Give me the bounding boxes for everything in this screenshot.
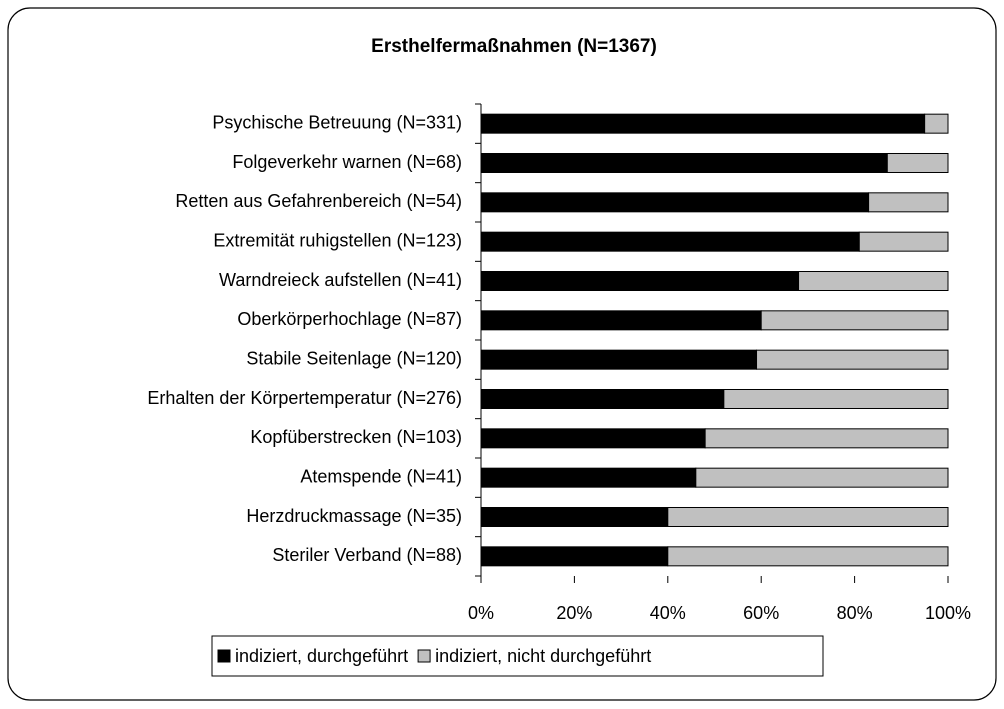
y-tick-label: Kopfüberstrecken (N=103) bbox=[250, 427, 462, 447]
bar-segment bbox=[723, 389, 949, 409]
legend-label: indiziert, durchgeführt bbox=[235, 646, 408, 666]
y-tick-label: Retten aus Gefahrenbereich (N=54) bbox=[175, 191, 462, 211]
bar-segment bbox=[798, 271, 949, 291]
bar-segment bbox=[886, 153, 949, 173]
bar-segment bbox=[924, 113, 949, 134]
bar-segment bbox=[760, 310, 949, 331]
bar-segment bbox=[704, 428, 949, 449]
bar-segment bbox=[480, 546, 669, 567]
bar-segment bbox=[480, 231, 860, 252]
bar-segment bbox=[480, 389, 725, 409]
bar-segment bbox=[858, 231, 949, 252]
y-tick-label: Oberkörperhochlage (N=87) bbox=[237, 309, 462, 329]
y-tick-label: Extremität ruhigstellen (N=123) bbox=[213, 230, 462, 250]
chart-title: Ersthelfermaßnahmen (N=1367) bbox=[371, 36, 657, 57]
bar-segment bbox=[480, 467, 697, 488]
bar-segment bbox=[480, 349, 758, 370]
x-tick-label: 0% bbox=[468, 603, 494, 623]
bar-segment bbox=[480, 428, 706, 449]
x-tick-label: 80% bbox=[837, 603, 873, 623]
x-tick-label: 60% bbox=[743, 603, 779, 623]
y-tick-label: Psychische Betreuung (N=331) bbox=[212, 112, 462, 132]
y-tick-label: Warndreieck aufstellen (N=41) bbox=[219, 270, 462, 290]
x-tick-label: 40% bbox=[650, 603, 686, 623]
y-tick-label: Folgeverkehr warnen (N=68) bbox=[232, 152, 462, 172]
bar-segment bbox=[756, 349, 949, 370]
bar-segment bbox=[480, 113, 926, 134]
bar-segment bbox=[480, 192, 870, 213]
bar-segment bbox=[480, 153, 888, 173]
y-tick-label: Steriler Verband (N=88) bbox=[272, 545, 462, 565]
bar-segment bbox=[667, 546, 949, 567]
legend-swatch bbox=[417, 649, 431, 663]
y-tick-label: Erhalten der Körpertemperatur (N=276) bbox=[147, 388, 462, 408]
x-tick-label: 20% bbox=[556, 603, 592, 623]
bar-segment bbox=[695, 467, 949, 488]
bar-segment bbox=[667, 507, 949, 527]
bar-segment bbox=[480, 271, 800, 291]
legend-box bbox=[211, 635, 824, 677]
bar-segment bbox=[868, 192, 949, 213]
legend-label: indiziert, nicht durchgeführt bbox=[435, 646, 651, 666]
x-tick-label: 100% bbox=[925, 603, 971, 623]
y-tick-label: Herzdruckmassage (N=35) bbox=[246, 506, 462, 526]
bar-segment bbox=[480, 507, 669, 527]
bar-segment bbox=[480, 310, 762, 331]
legend-swatch bbox=[217, 649, 231, 663]
y-tick-label: Stabile Seitenlage (N=120) bbox=[246, 348, 462, 368]
y-tick-label: Atemspende (N=41) bbox=[300, 466, 462, 486]
